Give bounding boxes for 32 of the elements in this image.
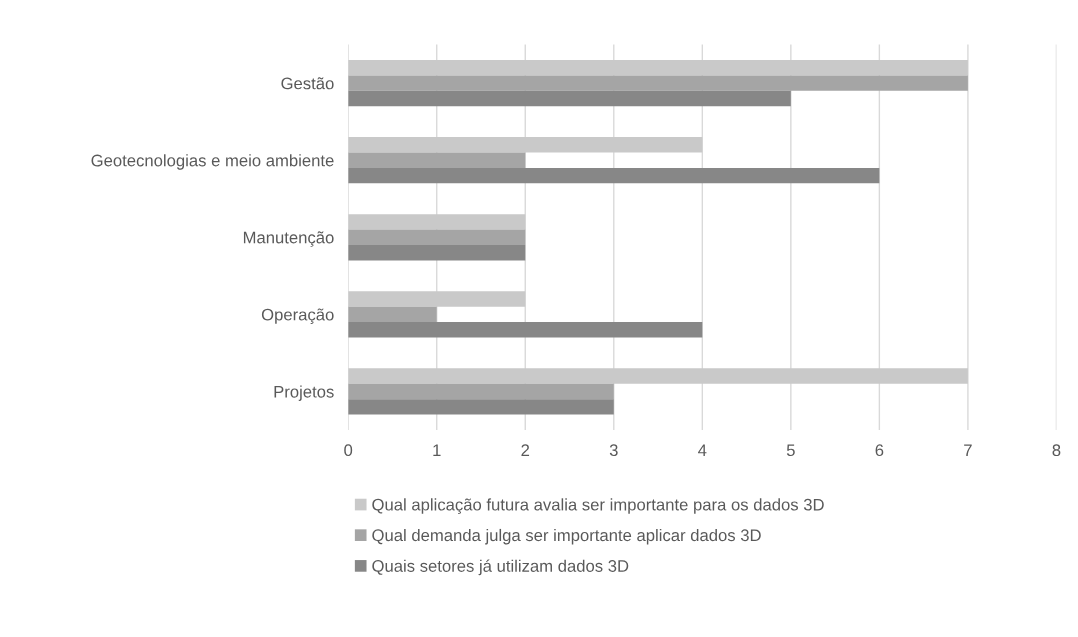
- bar: [348, 167, 880, 184]
- legend-label: Qual aplicação futura avalia ser importante para os dados 3D: [372, 498, 824, 514]
- bar: [348, 399, 614, 415]
- x-tick-label: 0: [344, 444, 353, 457]
- y-tick-label: Projetos: [274, 385, 334, 401]
- y-tick-label: Manutenção: [243, 231, 334, 247]
- bar: [348, 214, 526, 230]
- bar: [348, 137, 703, 153]
- legend-label: Qual demanda julga ser importante aplicar dados 3D: [372, 528, 761, 545]
- bar: [348, 383, 614, 400]
- bar: [348, 75, 968, 91]
- x-tick-label: 2: [521, 444, 530, 456]
- x-tick-label: 8: [1052, 444, 1061, 457]
- bar: [348, 368, 968, 384]
- y-tick-label: Gestão: [281, 77, 334, 90]
- bar: [348, 244, 526, 261]
- x-tick-label: 4: [698, 444, 707, 456]
- x-tick-label: 1: [433, 444, 441, 456]
- x-tick-label: 6: [875, 444, 884, 457]
- bar: [348, 152, 526, 168]
- bar: [348, 291, 526, 307]
- y-tick-label: Operação: [261, 308, 334, 324]
- bar: [348, 306, 437, 323]
- y-tick-label: Geotecnologias e meio ambiente: [91, 154, 334, 170]
- bar: [348, 229, 526, 245]
- x-tick-label: 3: [609, 444, 618, 457]
- x-tick-label: 5: [786, 444, 795, 457]
- x-tick-label: 7: [964, 444, 972, 456]
- bar: [348, 60, 968, 76]
- bar: [348, 90, 791, 107]
- legend-label: Quais setores já utilizam dados 3D: [372, 559, 629, 576]
- bar: [348, 322, 703, 338]
